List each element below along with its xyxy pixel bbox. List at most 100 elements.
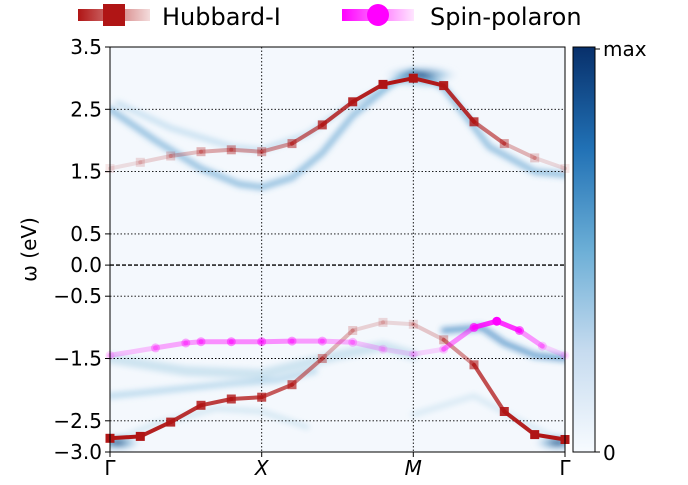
legend-marker-square	[103, 4, 125, 26]
series-line-segment	[183, 339, 204, 346]
y-tick-label: −3.0	[53, 440, 102, 464]
series-line-segment	[539, 343, 568, 358]
data-point	[408, 73, 418, 83]
series-line-segment	[532, 155, 567, 171]
series-line-segment	[259, 338, 295, 345]
series-line-segment	[472, 362, 507, 414]
plot-frame	[109, 46, 566, 453]
series-line-segment	[381, 76, 416, 87]
x-tick-label: Γ	[559, 456, 571, 480]
data-point	[439, 344, 449, 354]
legend-entry-spin-polaron: Spin-polaron	[342, 3, 582, 31]
data-point	[408, 319, 418, 329]
series-line-segment	[107, 345, 158, 358]
x-tick-label: M	[405, 456, 422, 480]
data-point	[226, 337, 236, 347]
y-tick-label: −1.5	[53, 347, 102, 371]
data-point	[469, 360, 479, 370]
data-point	[439, 81, 449, 91]
data-point	[287, 336, 297, 346]
data-point	[151, 343, 160, 353]
data-point	[408, 349, 418, 359]
series-line-segment	[229, 147, 264, 154]
legend-marker-circle	[367, 4, 389, 26]
legend-label: Spin-polaron	[430, 3, 582, 31]
data-point	[257, 337, 267, 347]
x-tick-label: Γ	[104, 456, 116, 480]
y-tick-label: 0.0	[70, 253, 102, 277]
upper-band-secondary	[115, 78, 431, 153]
series-line-segment	[153, 340, 189, 351]
y-tick-label: −2.5	[53, 409, 102, 433]
data-point	[135, 431, 145, 441]
lower-band-bottom-right	[410, 393, 565, 446]
data-point	[439, 335, 449, 345]
data-point	[196, 147, 206, 157]
series-line-segment	[229, 395, 264, 401]
plot-area	[105, 46, 570, 453]
data-point	[348, 97, 358, 107]
series-line-segment	[138, 420, 173, 439]
series-line-segment	[411, 76, 446, 88]
series-line-segment	[411, 322, 446, 342]
data-point	[530, 430, 540, 440]
data-point	[287, 139, 297, 149]
series-line-segment	[350, 339, 386, 352]
series-line-segment	[350, 320, 385, 333]
upper-band-intensity	[110, 68, 565, 191]
data-point	[499, 139, 509, 149]
lower-band-bottom	[110, 405, 310, 446]
data-point	[499, 407, 509, 416]
axes: −3.0 −2.5 −1.5 −0.5 0.0 0.5 1.5 2.5 3.5 Γ X M Γω (eV…	[17, 35, 571, 480]
y-tick-label: 0.5	[70, 222, 102, 246]
y-tick-label: 1.5	[70, 160, 102, 184]
legend-entry-hubbard-i: Hubbard-I	[78, 3, 281, 31]
data-point	[135, 157, 145, 167]
data-point	[378, 317, 388, 327]
data-point	[196, 400, 206, 410]
series-line-segment	[320, 99, 355, 127]
data-point	[257, 392, 267, 402]
series-line-segment	[199, 147, 234, 154]
data-point	[317, 354, 327, 363]
data-point	[530, 153, 540, 163]
series-line-segment	[517, 328, 545, 349]
series-line-segment	[502, 141, 537, 160]
data-point	[166, 151, 176, 161]
data-point	[469, 117, 479, 127]
x-tick-label: X	[254, 456, 270, 480]
series-line-segment	[441, 83, 476, 124]
series-line-segment	[259, 141, 294, 154]
colorbar: max 0	[572, 37, 647, 465]
data-point	[226, 394, 236, 404]
series-spin-polaron	[105, 316, 570, 360]
legend: Hubbard-I Spin-polaron	[78, 3, 582, 31]
data-point	[226, 145, 236, 155]
data-point	[166, 417, 176, 427]
data-point	[378, 344, 388, 354]
series-line-segment	[502, 409, 537, 437]
data-point	[469, 322, 479, 332]
data-point	[348, 337, 358, 347]
series-line-segment	[108, 434, 143, 441]
series-line-segment	[320, 328, 355, 361]
data-point	[317, 336, 327, 346]
y-tick-label: −0.5	[53, 284, 102, 308]
series-line-segment	[168, 403, 203, 425]
data-point	[181, 338, 191, 348]
series-line-segment	[350, 82, 385, 104]
series-line-segment	[290, 356, 325, 387]
data-point	[515, 326, 524, 335]
data-point	[537, 341, 547, 351]
y-axis-label: ω (eV)	[17, 217, 41, 282]
data-point	[287, 380, 297, 390]
y-tick-label: 3.5	[70, 35, 102, 59]
data-point	[196, 337, 206, 347]
data-point	[378, 79, 388, 89]
lower-band-wide	[110, 341, 419, 380]
series-line-segment	[380, 346, 416, 357]
series-line-segment	[441, 324, 477, 352]
data-point	[492, 316, 502, 326]
lower-band-right	[440, 324, 565, 362]
